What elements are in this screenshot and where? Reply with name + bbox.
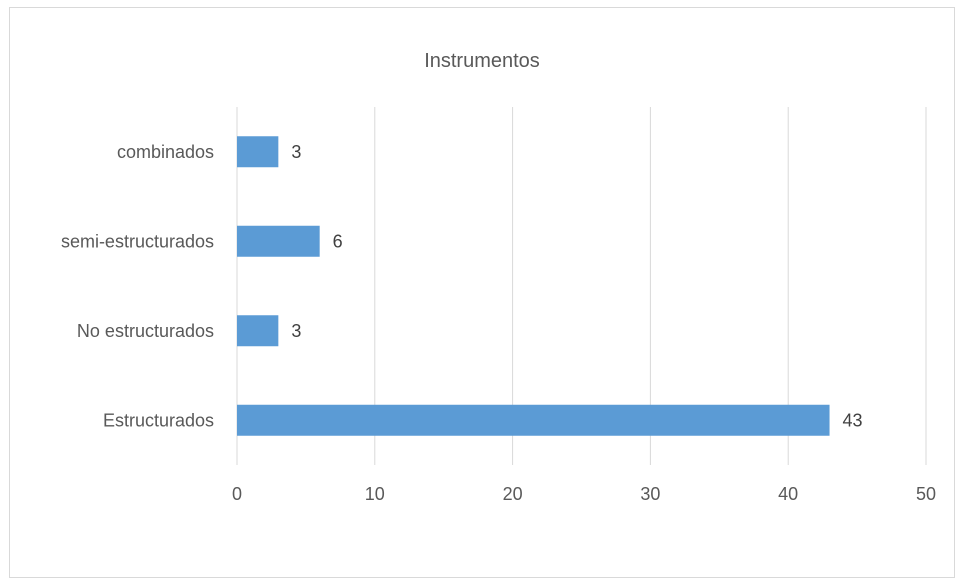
chart-title: Instrumentos bbox=[424, 50, 540, 72]
data-label: 43 bbox=[843, 410, 863, 430]
x-tick-label: 30 bbox=[640, 484, 660, 504]
x-tick-label: 50 bbox=[916, 484, 936, 504]
data-label: 3 bbox=[291, 321, 301, 341]
category-labels: Estructurados No estructurados semi-estruc… bbox=[61, 142, 214, 431]
bar bbox=[237, 315, 279, 347]
category-label: semi-estructurados bbox=[61, 231, 214, 251]
bar bbox=[237, 404, 830, 436]
bar bbox=[237, 136, 279, 168]
bars bbox=[237, 136, 830, 436]
x-tick-label: 0 bbox=[232, 484, 242, 504]
category-label: Estructurados bbox=[103, 410, 214, 430]
data-labels: 43 3 6 3 bbox=[291, 142, 862, 431]
category-label: combinados bbox=[117, 142, 214, 162]
data-label: 3 bbox=[291, 142, 301, 162]
bar bbox=[237, 225, 320, 257]
x-tick-label: 40 bbox=[778, 484, 798, 504]
x-tick-label: 20 bbox=[503, 484, 523, 504]
category-label: No estructurados bbox=[77, 321, 214, 341]
chart-frame bbox=[9, 7, 955, 578]
x-tick-label: 10 bbox=[365, 484, 385, 504]
x-tick-labels: 0 10 20 30 40 50 bbox=[232, 484, 936, 504]
data-label: 6 bbox=[333, 231, 343, 251]
